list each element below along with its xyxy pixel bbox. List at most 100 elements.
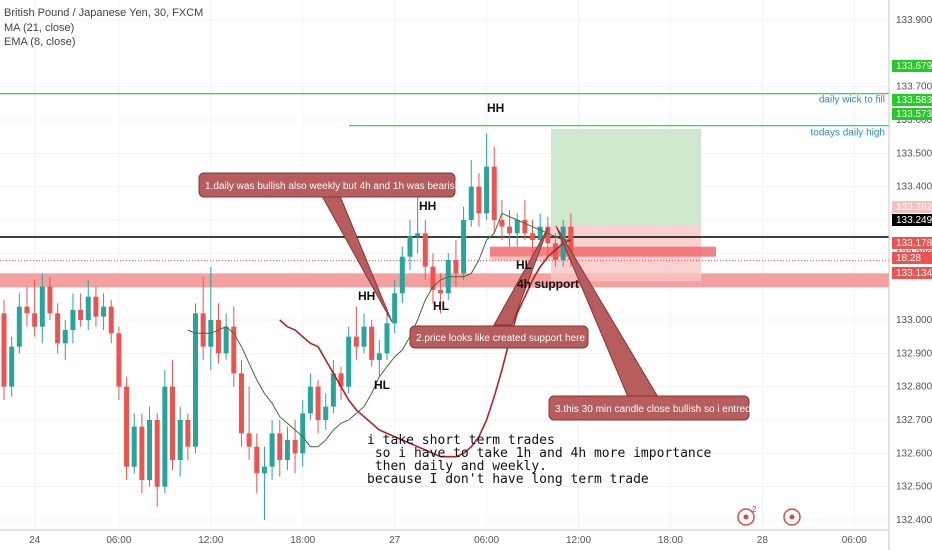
candle-body	[415, 233, 421, 237]
event-marker-count: 2	[752, 505, 757, 514]
time-tick-label: 18:00	[290, 535, 315, 546]
candle-body	[215, 320, 221, 354]
candle-body	[147, 420, 153, 480]
price-tick-label: 132.900	[896, 348, 932, 359]
candle-body	[124, 386, 130, 467]
price-tag-label: 133.282	[896, 202, 932, 213]
time-axis[interactable]: 24 06:00 12:00 18:00 27 06:00 12:00 18:00 28 06:0…	[29, 535, 867, 546]
hl-label: HL	[374, 378, 390, 392]
candle-body	[47, 286, 53, 314]
note-text-2: 2.price looks like created support here	[416, 333, 585, 344]
candle-body	[545, 226, 551, 244]
candle-body	[399, 256, 405, 294]
price-tag-label: 133.178	[896, 238, 932, 249]
note-callout-1[interactable]: 1.daily was bullish also weekly but 4h a…	[198, 172, 460, 198]
hh-label: HH	[487, 101, 504, 115]
candle-body	[70, 310, 76, 330]
price-tag	[892, 214, 932, 226]
horizontal-levels[interactable]	[0, 93, 889, 262]
support-zone-band	[0, 273, 889, 288]
candle-body	[300, 413, 306, 454]
long-position-box[interactable]	[490, 129, 716, 282]
candle-body	[476, 186, 482, 214]
time-tick-label: 06:00	[474, 535, 499, 546]
support-label: 4h support	[517, 277, 579, 291]
candle-body	[139, 426, 145, 480]
price-tag	[892, 60, 932, 72]
price-tick-label: 133.000	[896, 315, 932, 326]
note-callout-3[interactable]: 3.this 30 min candle close bullish so i …	[548, 395, 751, 421]
ema-legend: EMA (8, close)	[4, 36, 76, 48]
candle-body	[284, 440, 290, 460]
candle-body	[323, 406, 329, 420]
candle-body	[269, 433, 275, 467]
candle-body	[438, 290, 444, 294]
time-tick-label: 27	[389, 535, 401, 546]
entry-order-band-shadow	[490, 256, 550, 261]
price-tags: 133.679 133.583 133.573 133.282 133.249 133.1…	[892, 60, 932, 279]
event-marker-icon[interactable]	[783, 508, 801, 526]
candle-body	[514, 220, 520, 234]
hl-label: HL	[433, 299, 449, 313]
candle-body	[376, 353, 382, 360]
candle-body	[55, 313, 61, 344]
candle-body	[361, 326, 367, 347]
ma-line	[279, 239, 572, 458]
price-tag-label: 133.573	[896, 109, 932, 120]
candle-body	[392, 293, 398, 324]
price-tick-label: 133.700	[896, 82, 932, 93]
price-tag-label: 18:28	[896, 253, 921, 264]
support-zone	[0, 273, 889, 288]
candle-body	[39, 286, 45, 327]
candle-body	[85, 296, 91, 320]
candle-body	[315, 386, 321, 420]
callout-arrow-2	[493, 227, 549, 326]
candle-body	[170, 386, 176, 460]
price-tick-label: 132.600	[896, 448, 932, 459]
price-tag-label: 133.583	[896, 95, 932, 106]
price-tick-label: 133.600	[896, 115, 932, 126]
price-tick-label: 133.400	[896, 182, 932, 193]
candle-body	[9, 346, 15, 387]
candle-body	[522, 220, 528, 234]
event-marker-icon[interactable]: 2	[737, 505, 757, 526]
price-tag	[892, 201, 932, 213]
candle-body	[568, 226, 574, 260]
price-tag	[892, 237, 932, 249]
candle-body	[254, 446, 260, 474]
candle-body	[185, 420, 191, 447]
position-target-zone[interactable]	[551, 129, 701, 226]
ema-line	[187, 212, 571, 448]
candle-body	[131, 426, 137, 467]
note-callout-2[interactable]: 2.price looks like created support here	[409, 325, 589, 349]
level-text: daily wick to fill	[819, 95, 885, 106]
hh-label: HH	[419, 199, 436, 213]
time-tick-label: 12:00	[566, 535, 591, 546]
candle-body	[193, 313, 198, 447]
candle-body	[491, 166, 497, 220]
hl-label: HL	[516, 258, 532, 272]
candle-body	[353, 336, 359, 347]
moving-average-lines	[187, 212, 572, 458]
comment-line: because I don't have long term trade	[367, 472, 649, 487]
candle-body	[177, 420, 183, 460]
symbol-title: British Pound / Japanese Yen, 30, FXCM	[4, 7, 203, 19]
candle-body	[499, 220, 505, 227]
level-labels: daily wick to fill todays daily high	[811, 95, 886, 139]
candle-body	[292, 440, 298, 454]
candle-body	[430, 266, 436, 290]
candle-body	[338, 373, 344, 387]
price-tick-label: 132.500	[896, 482, 932, 493]
price-tick-label: 132.700	[896, 415, 932, 426]
candle-body	[1, 313, 7, 387]
price-tick-label: 133.900	[896, 15, 932, 26]
candle-body	[346, 336, 352, 387]
time-tick-label: 18:00	[658, 535, 683, 546]
candle-body	[24, 306, 30, 314]
price-tag	[892, 94, 932, 106]
candle-body	[407, 236, 413, 257]
price-tag-label: 133.679	[896, 61, 932, 72]
ma-legend: MA (21, close)	[4, 22, 74, 34]
candle-body	[154, 420, 160, 487]
